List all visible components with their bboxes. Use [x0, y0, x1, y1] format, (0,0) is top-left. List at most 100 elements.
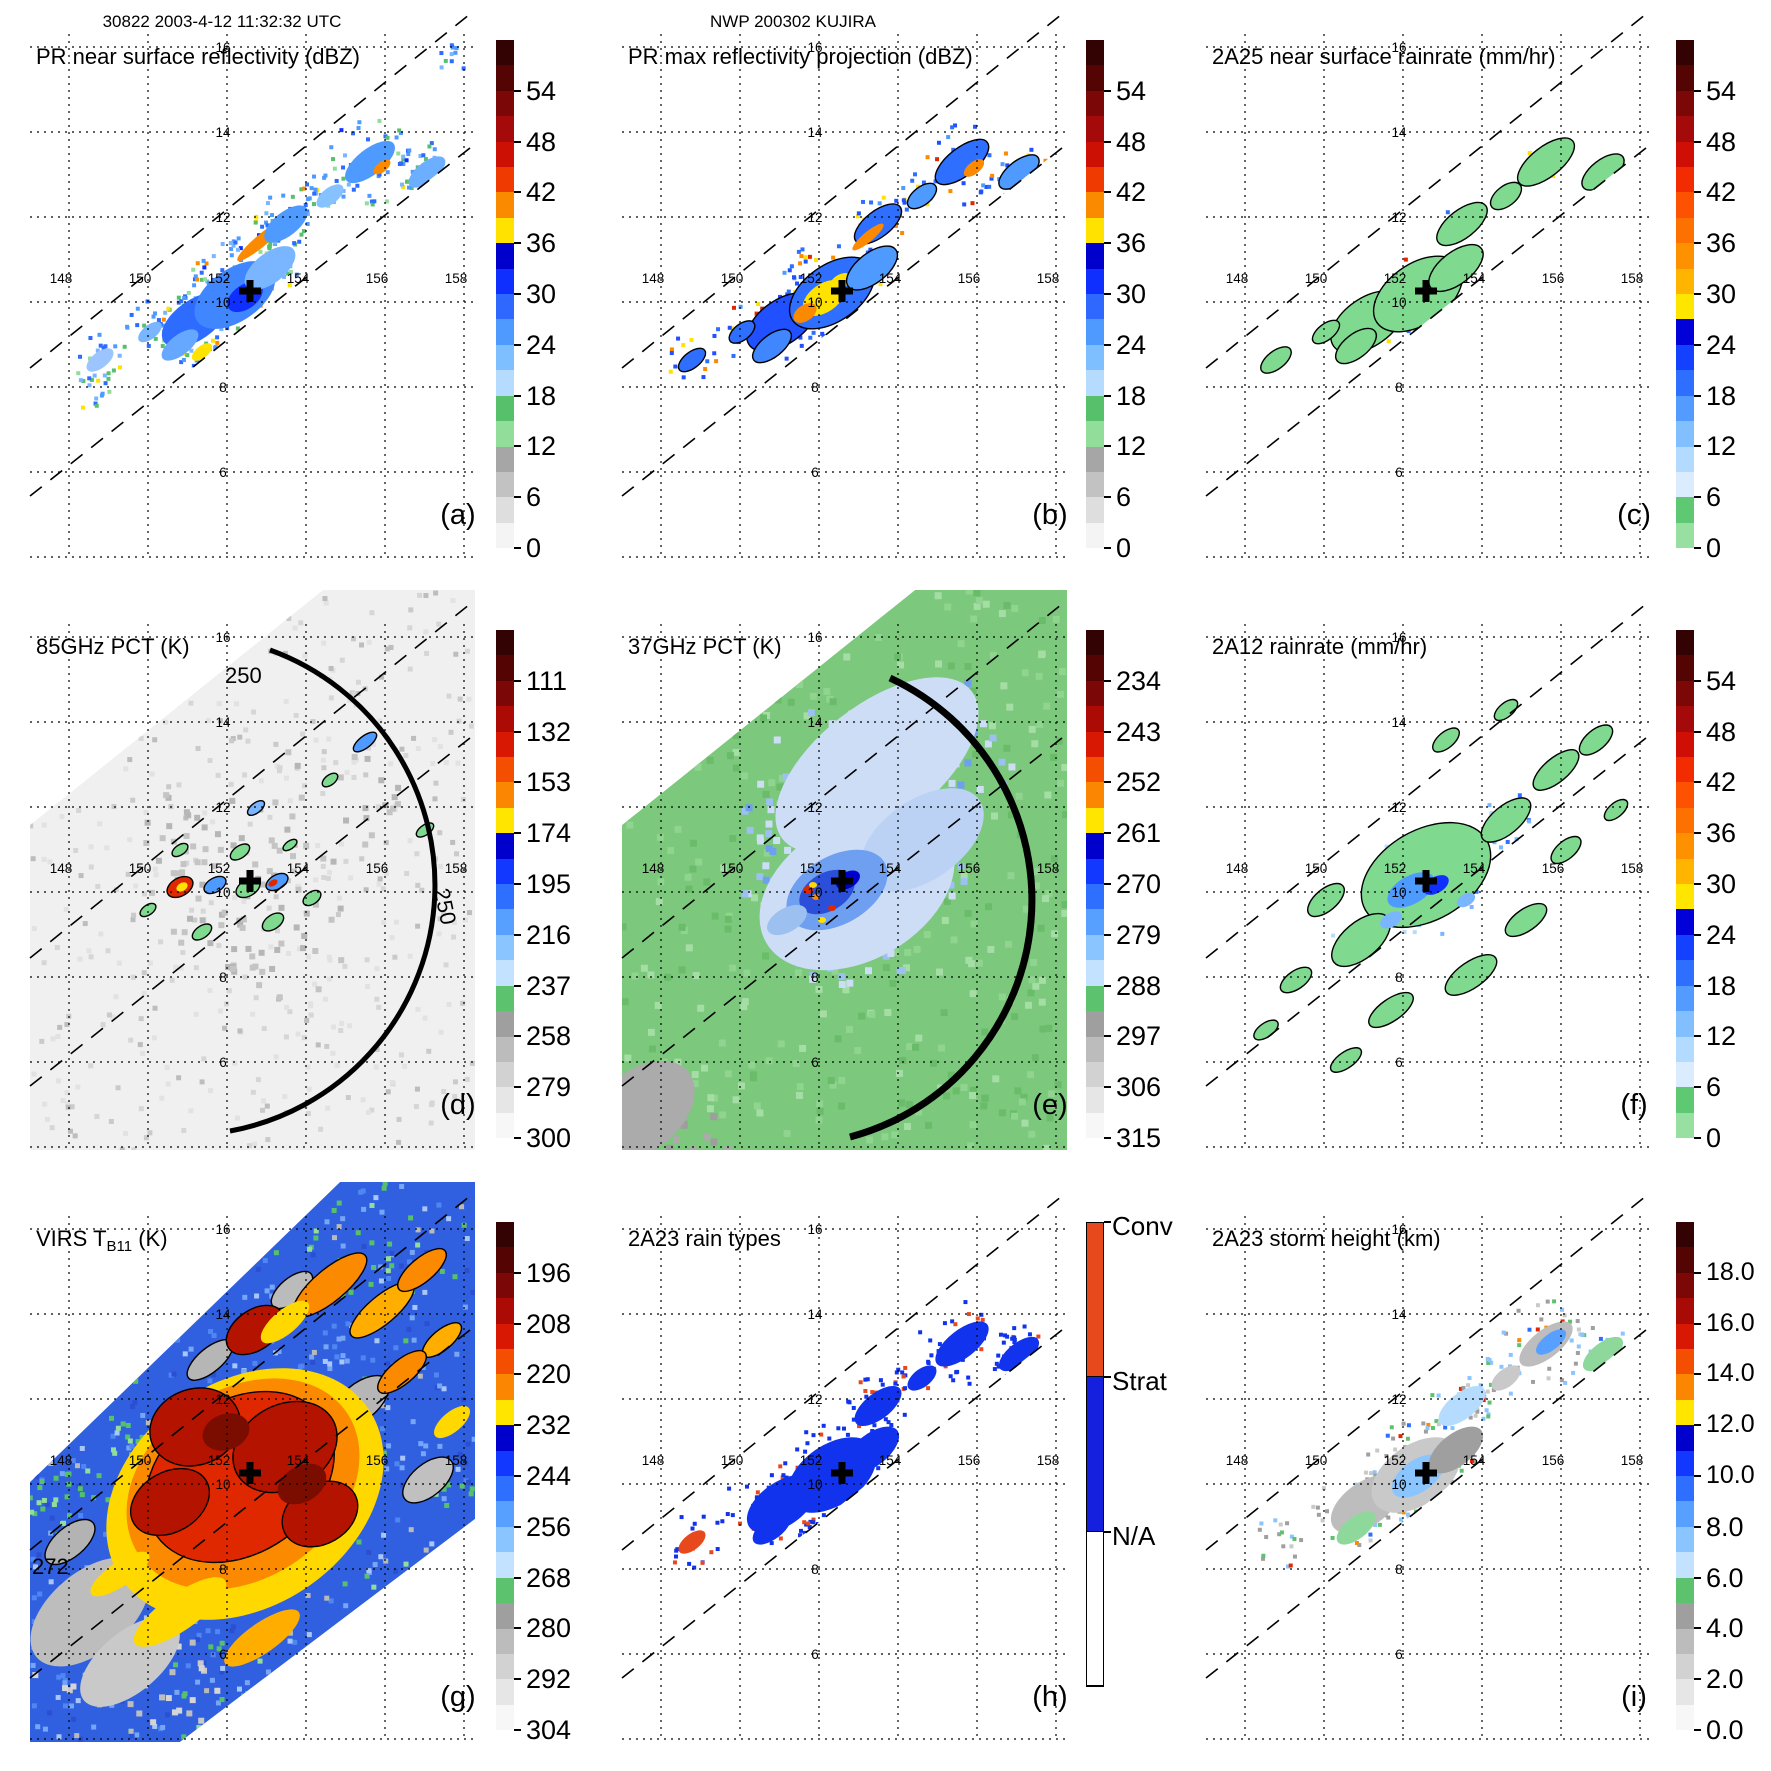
panel-h-map: 148 150 152 154 156 158 16 14 12 10 8 6 2A23 rain ty…: [621, 1191, 1068, 1740]
panel-b-colorbar-tick: [1104, 140, 1111, 143]
panel-b-title: PR max reflectivity projection (dBZ): [628, 44, 973, 69]
svg-text:10: 10: [807, 295, 822, 310]
svg-text:8: 8: [1395, 380, 1403, 395]
panel-a-colorbar-tick: [514, 140, 521, 143]
panel-d-contour-label: 250: [225, 663, 262, 688]
svg-text:158: 158: [1037, 271, 1060, 286]
panel-c-colorbar-label: 6: [1706, 482, 1722, 513]
svg-text:12: 12: [807, 210, 822, 225]
svg-text:158: 158: [445, 1453, 468, 1468]
svg-text:14: 14: [807, 125, 823, 140]
panel-e-swath-edges: [621, 599, 1068, 1087]
svg-text:150: 150: [721, 1453, 744, 1468]
panel-h-storm-center-cross: [831, 1462, 853, 1484]
svg-text:158: 158: [445, 861, 468, 876]
panel-e-colorbar-label: 288: [1116, 970, 1162, 1001]
svg-text:6: 6: [1395, 1055, 1403, 1070]
panel-d-axis-labels: 148 150 152 154 156 158 16 14 12 10 8 6: [50, 630, 468, 1070]
panel-b-data: [668, 123, 1048, 380]
panel-d-colorbar: [496, 630, 514, 1139]
panel-c-colorbar-tick: [1694, 343, 1701, 346]
panel-i-colorbar-tick: [1694, 1525, 1701, 1528]
panel-h-colorbar-tick: [1104, 1221, 1111, 1223]
panel-i-colorbar-tick: [1694, 1424, 1701, 1427]
panel-d-colorbar-label: 300: [526, 1123, 572, 1153]
panel-h-colorbar: [1086, 1222, 1104, 1687]
svg-text:6: 6: [811, 1055, 819, 1070]
panel-h-colorbar-tick: [1104, 1531, 1111, 1533]
panel-g-colorbar-label: 256: [526, 1511, 572, 1542]
panel-g-colorbar-label: 232: [526, 1410, 572, 1441]
svg-text:156: 156: [1542, 861, 1565, 876]
panel-i-colorbar-label: 18.0: [1706, 1257, 1755, 1286]
panel-f-colorbar-tick: [1694, 781, 1701, 784]
panel-a-colorbar-label: 30: [526, 279, 557, 309]
panel-i-letter: (i): [1621, 1681, 1647, 1713]
svg-text:10: 10: [1391, 295, 1406, 310]
panel-f-colorbar-label: 24: [1706, 919, 1737, 950]
panel-e-contour-arc: [849, 674, 1036, 1141]
panel-g-colorbar-label: 220: [526, 1359, 572, 1390]
panel-e-letter: (e): [1032, 1089, 1067, 1121]
panel-i-colorbar-label: 2.0: [1706, 1664, 1744, 1695]
panel-e-colorbar-label: 297: [1116, 1021, 1162, 1052]
panel-g-colorbar-tick: [514, 1678, 521, 1681]
svg-text:156: 156: [1542, 271, 1565, 286]
panel-f-colorbar-label: 48: [1706, 716, 1737, 747]
panel-g-storm-center-cross: [239, 1462, 261, 1484]
svg-text:150: 150: [1305, 1453, 1328, 1468]
panel-e-colorbar-tick: [1104, 781, 1111, 784]
panel-c-colorbar: [1676, 40, 1694, 549]
svg-text:152: 152: [800, 1453, 823, 1468]
panel-g-swath-edges: [29, 1191, 476, 1679]
panel-d-colorbar-tick: [514, 883, 521, 885]
panel-i-title: 2A23 storm height (km): [1212, 1226, 1441, 1251]
svg-text:14: 14: [1391, 125, 1407, 140]
panel-h-raintype-label: Conv: [1112, 1211, 1173, 1241]
svg-text:154: 154: [1463, 861, 1486, 876]
panel-g-colorbar-tick: [514, 1627, 521, 1630]
svg-text:14: 14: [807, 715, 823, 730]
svg-text:10: 10: [807, 885, 822, 900]
svg-text:152: 152: [1384, 1453, 1407, 1468]
panel-f-colorbar-tick: [1694, 984, 1701, 987]
panel-i-colorbar-label: 8.0: [1706, 1511, 1744, 1542]
panel-b-storm-center-cross: [831, 280, 853, 302]
panel-e-colorbar-label: 252: [1116, 767, 1162, 798]
panel-e-colorbar-label: 234: [1116, 665, 1162, 696]
panel-e-title: 37GHz PCT (K): [628, 634, 782, 659]
panel-g-colorbar-tick: [514, 1271, 521, 1274]
svg-text:12: 12: [807, 800, 822, 815]
panel-d-colorbar-tick: [514, 679, 521, 682]
panel-i-colorbar-tick: [1694, 1576, 1701, 1579]
svg-text:8: 8: [219, 380, 227, 395]
svg-text:6: 6: [811, 1647, 819, 1662]
panel-g-colorbar-tick: [514, 1729, 521, 1731]
panel-b-axis-labels: 148 150 152 154 156 158 16 14 12 10 8 6: [642, 40, 1060, 480]
panel-g-colorbar-tick: [514, 1373, 521, 1376]
panel-h-colorbar-tick: [1104, 1376, 1111, 1378]
panel-d-colorbar-tick: [514, 1137, 521, 1139]
panel-g-colorbar: [496, 1222, 514, 1731]
panel-a-map: 148 150 152 154 156 158 16 14 12 10 8 6 PR near surf…: [29, 9, 476, 558]
svg-text:150: 150: [129, 861, 152, 876]
svg-text:14: 14: [807, 1307, 823, 1322]
svg-text:6: 6: [1395, 465, 1403, 480]
panel-c-colorbar-label: 36: [1706, 228, 1737, 259]
header-storm-name: NWP 200302 KUJIRA: [710, 12, 876, 31]
svg-text:158: 158: [1621, 271, 1644, 286]
svg-text:150: 150: [1305, 861, 1328, 876]
panel-e-colorbar-tick: [1104, 1035, 1111, 1038]
panel-a-letter: (a): [440, 499, 475, 531]
panel-b-colorbar-label: 48: [1116, 126, 1147, 157]
svg-text:154: 154: [287, 1453, 310, 1468]
panel-h-raintype-label: N/A: [1112, 1521, 1156, 1551]
panel-f-colorbar-tick: [1694, 1137, 1701, 1139]
panel-d-colorbar-tick: [514, 984, 521, 987]
svg-text:150: 150: [721, 861, 744, 876]
svg-text:148: 148: [50, 861, 73, 876]
svg-text:154: 154: [287, 271, 310, 286]
svg-text:158: 158: [1037, 861, 1060, 876]
panel-d-colorbar-label: 111: [526, 665, 568, 696]
panel-c-colorbar-tick: [1694, 140, 1701, 143]
